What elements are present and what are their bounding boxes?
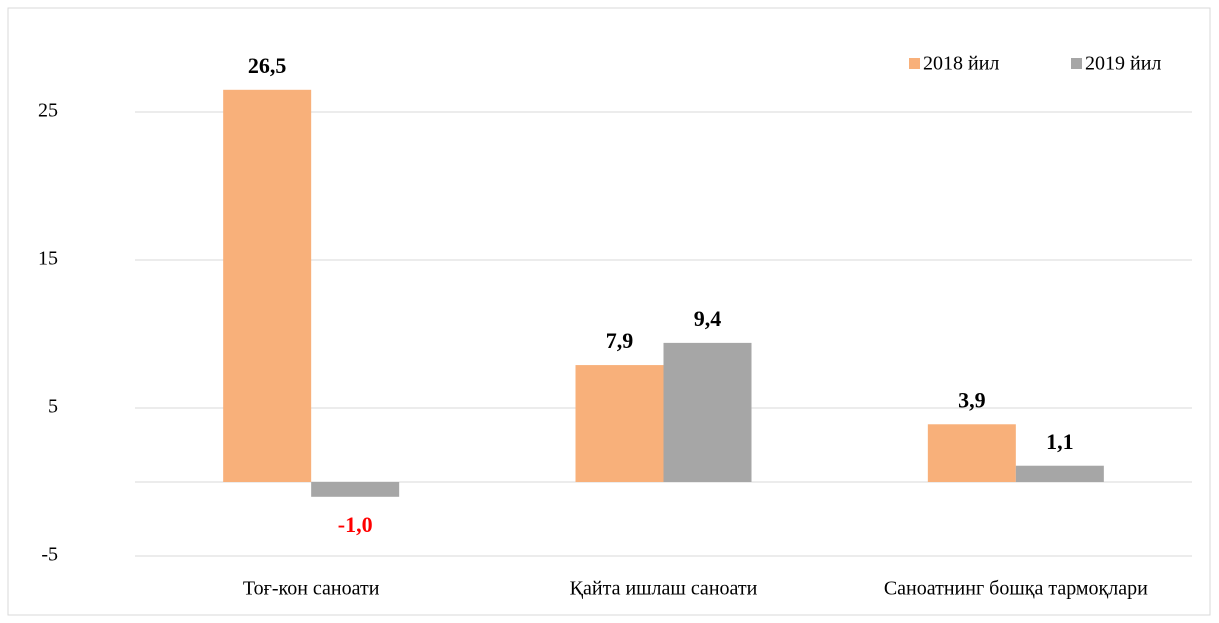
value-label: 26,5 xyxy=(248,53,287,78)
bar xyxy=(927,424,1016,482)
bar xyxy=(1015,465,1104,482)
value-label: 7,9 xyxy=(606,328,634,353)
x-tick-label: Саноатнинг бошқа тармоқлари xyxy=(884,578,1148,600)
bar xyxy=(223,89,312,483)
value-label: -1,0 xyxy=(338,512,373,537)
legend-label: 2018 йил xyxy=(923,53,999,75)
value-label: 3,9 xyxy=(958,387,986,412)
bar xyxy=(663,342,752,482)
x-tick-label: Қайта ишлаш саноати xyxy=(570,578,758,600)
bar xyxy=(311,482,400,497)
legend-swatch xyxy=(1071,58,1082,69)
y-tick-label: -5 xyxy=(41,544,58,566)
y-tick-label: 25 xyxy=(38,100,58,122)
x-tick-label: Тоғ-кон саноати xyxy=(243,578,380,600)
value-label: 9,4 xyxy=(694,306,722,331)
legend-label: 2019 йил xyxy=(1085,53,1161,75)
legend-swatch xyxy=(909,58,920,69)
y-tick-label: 5 xyxy=(48,396,58,418)
bar xyxy=(575,365,664,482)
value-label: 1,1 xyxy=(1046,429,1074,454)
chart-border xyxy=(7,7,1211,616)
y-tick-label: 15 xyxy=(38,248,58,270)
